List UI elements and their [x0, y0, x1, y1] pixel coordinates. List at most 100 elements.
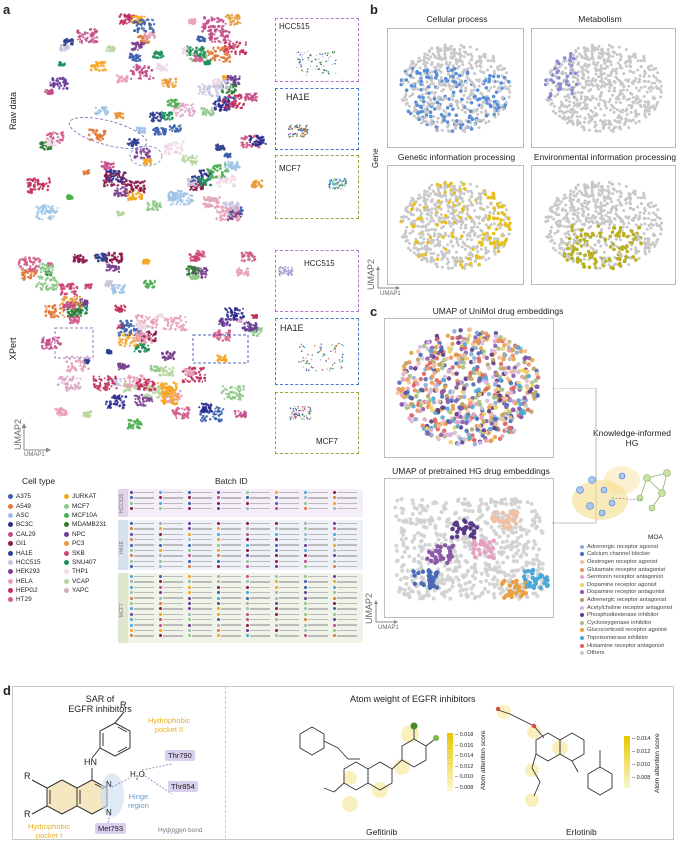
cell-type-label: NPC [72, 530, 86, 538]
cell-type-label: HEK293 [16, 568, 40, 576]
batch-id-swatch [333, 543, 357, 547]
batch-id-entry [134, 618, 154, 621]
batch-id-entry [134, 507, 154, 510]
batch-id-swatch [188, 580, 212, 584]
batch-id-swatch [246, 507, 270, 511]
batch-id-dot [333, 596, 336, 600]
batch-id-swatch [188, 491, 212, 494]
panel-d-divider [225, 686, 227, 838]
batch-id-entry [308, 491, 328, 494]
batch-id-dot [188, 612, 191, 616]
batch-id-entry [250, 591, 270, 594]
batch-id-entry [337, 491, 357, 494]
colorbar-tick: – 0.016 [455, 742, 474, 749]
cell-type-swatch [8, 531, 13, 537]
batch-id-entry [250, 555, 270, 557]
b-plot-environmental [531, 165, 676, 285]
batch-id-entry [221, 522, 241, 525]
batch-id-swatch [275, 549, 299, 552]
batch-id-swatch [188, 629, 212, 632]
batch-id-dot [159, 527, 162, 531]
batch-id-entry [221, 586, 241, 588]
batch-id-swatch [304, 607, 328, 611]
b-title-genetic: Genetic information processing [397, 152, 516, 162]
batch-id-entry [192, 549, 212, 552]
batch-id-entry [337, 575, 357, 578]
moa-label: Glutamate receptor antagonist [587, 566, 665, 573]
erlotinib-label: Erlotinib [566, 827, 597, 837]
batch-id-swatch [333, 565, 357, 569]
batch-id-swatch [246, 585, 270, 589]
batch-id-entry [221, 635, 241, 637]
batch-id-swatch [304, 554, 328, 558]
cell-type-item: MDAMB231 [64, 520, 106, 529]
moa-title: MOA [648, 534, 663, 541]
batch-id-swatch [188, 623, 212, 627]
cell-type-item: NPC [64, 530, 106, 539]
batch-id-entry [163, 575, 183, 578]
c-title-bottom: UMAP of pretrained HG drug embeddings [392, 466, 550, 476]
batch-id-swatch [304, 596, 328, 600]
batch-id-swatch [246, 549, 270, 552]
batch-id-dot [159, 596, 162, 600]
batch-id-dot [275, 522, 278, 525]
cell-type-label: PC3 [72, 540, 85, 548]
erlotinib-colorbar [624, 736, 630, 788]
batch-id-entry [250, 549, 270, 552]
batch-id-dot [333, 532, 336, 536]
batch-id-dot [188, 585, 191, 589]
batch-id-swatch [217, 612, 241, 616]
batch-id-entry [279, 522, 299, 525]
batch-id-swatch [159, 575, 183, 578]
batch-id-entry [308, 581, 328, 583]
batch-id-swatch [275, 607, 299, 611]
gefitinib-cbar-label: Atom attention score [480, 730, 487, 790]
batch-id-swatch [275, 491, 299, 494]
cell-type-swatch [64, 541, 69, 547]
batch-id-dot [130, 629, 133, 632]
batch-id-entry [308, 629, 328, 632]
batch-id-dot [304, 634, 307, 638]
xpert-inset-mcf7: MCF7 [275, 392, 359, 454]
batch-id-entry [337, 560, 357, 562]
batch-id-entry [134, 497, 154, 499]
sar-r-left1: R [24, 771, 31, 781]
hinge-line1: Hinge [128, 792, 149, 801]
batch-id-dot [275, 496, 278, 500]
batch-id-swatch [188, 602, 212, 605]
cell-type-label: HT29 [16, 596, 32, 604]
cell-type-label: HEPG2 [16, 587, 38, 595]
batch-id-dot [217, 591, 220, 595]
batch-id-entry [279, 635, 299, 637]
hypergraph-diagram [552, 388, 671, 524]
batch-id-entry [337, 549, 357, 552]
cell-type-item: JURKAT [64, 492, 106, 501]
batch-id-swatch [217, 496, 241, 500]
batch-id-dot [217, 507, 220, 511]
batch-id-entry [337, 538, 357, 541]
umap1-label-a: UMAP1 [24, 452, 45, 458]
b-title-environmental: Environmental information processing [533, 152, 677, 162]
batch-id-swatch [246, 629, 270, 632]
batch-id-entry [279, 586, 299, 588]
batch-id-entry [279, 528, 299, 530]
batch-id-entry [163, 602, 183, 605]
batch-id-swatch [130, 623, 154, 627]
batch-id-entry [250, 618, 270, 621]
batch-id-entry [337, 565, 357, 568]
kg-label-line1: Knowledge-informed [593, 428, 671, 438]
batch-id-swatch [275, 602, 299, 605]
b-plot-genetic [387, 165, 524, 285]
cell-type-swatch [8, 588, 13, 594]
batch-id-swatch [304, 532, 328, 536]
batch-id-dot [159, 501, 162, 505]
batch-id-dot [217, 491, 220, 494]
moa-label: Histamine receptor antagonist [587, 642, 665, 649]
colorbar-tick: – 0.014 [632, 736, 651, 742]
xpert-inset-ha1e-label: HA1E [280, 323, 304, 333]
batch-id-swatch [188, 532, 212, 536]
batch-id-dot [188, 527, 191, 531]
batch-id-entry [308, 635, 328, 637]
batch-id-swatch [304, 629, 328, 632]
batch-id-entry [221, 613, 241, 615]
